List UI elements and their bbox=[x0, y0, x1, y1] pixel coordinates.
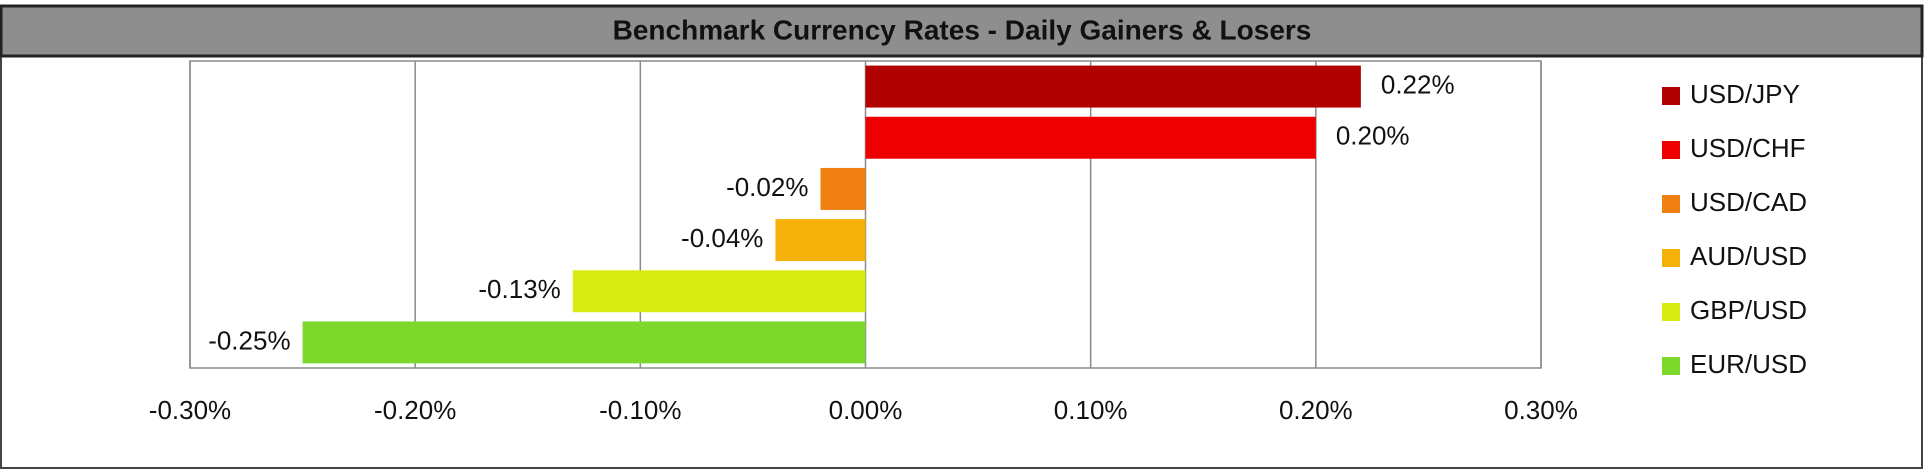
legend-label: AUD/USD bbox=[1690, 241, 1807, 271]
legend-swatch bbox=[1662, 87, 1680, 105]
data-label: -0.25% bbox=[208, 325, 290, 355]
legend-swatch bbox=[1662, 195, 1680, 213]
chart-title: Benchmark Currency Rates - Daily Gainers… bbox=[613, 14, 1312, 45]
data-label: 0.20% bbox=[1336, 121, 1410, 151]
x-tick-label: 0.20% bbox=[1279, 395, 1353, 425]
bar bbox=[775, 219, 866, 262]
x-tick-label: -0.10% bbox=[599, 395, 681, 425]
x-tick-label: -0.30% bbox=[149, 395, 231, 425]
legend-label: GBP/USD bbox=[1690, 295, 1807, 325]
bar bbox=[865, 116, 1316, 159]
x-tick-label: 0.10% bbox=[1054, 395, 1128, 425]
bar bbox=[820, 167, 866, 210]
data-label: 0.22% bbox=[1381, 69, 1455, 99]
legend-swatch bbox=[1662, 357, 1680, 375]
legend-label: USD/JPY bbox=[1690, 79, 1800, 109]
bar bbox=[865, 65, 1361, 108]
legend-swatch bbox=[1662, 303, 1680, 321]
bar bbox=[572, 270, 866, 313]
legend-label: EUR/USD bbox=[1690, 349, 1807, 379]
data-label: -0.02% bbox=[726, 172, 808, 202]
data-label: -0.04% bbox=[681, 223, 763, 253]
x-tick-label: 0.30% bbox=[1504, 395, 1578, 425]
bar bbox=[302, 321, 866, 364]
data-label: -0.13% bbox=[478, 274, 560, 304]
plot-border bbox=[189, 60, 1542, 369]
legend-swatch bbox=[1662, 249, 1680, 267]
x-tick-label: -0.20% bbox=[374, 395, 456, 425]
legend-label: USD/CAD bbox=[1690, 187, 1807, 217]
x-tick-label: 0.00% bbox=[829, 395, 903, 425]
title-bar bbox=[0, 4, 1924, 58]
legend-swatch bbox=[1662, 141, 1680, 159]
legend-label: USD/CHF bbox=[1690, 133, 1806, 163]
